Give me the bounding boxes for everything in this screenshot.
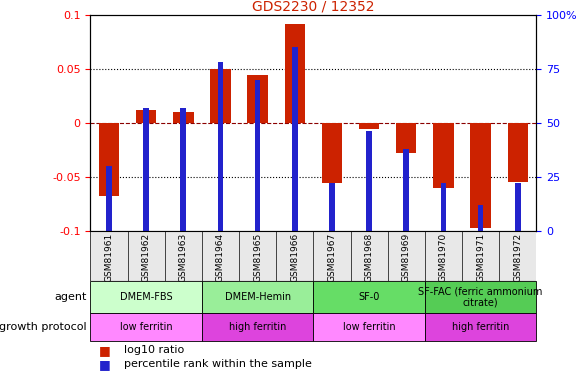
Bar xyxy=(508,123,528,182)
Bar xyxy=(285,24,305,123)
Text: high ferritin: high ferritin xyxy=(229,322,286,332)
Bar xyxy=(136,110,156,123)
Bar xyxy=(433,123,454,188)
Text: SF-FAC (ferric ammonium
citrate): SF-FAC (ferric ammonium citrate) xyxy=(419,286,543,308)
Bar xyxy=(210,69,231,123)
Text: growth protocol: growth protocol xyxy=(0,322,87,332)
Text: GSM81965: GSM81965 xyxy=(253,232,262,282)
Bar xyxy=(247,75,268,123)
Bar xyxy=(359,123,380,129)
Text: GSM81963: GSM81963 xyxy=(179,232,188,282)
Bar xyxy=(425,281,536,313)
Text: DMEM-Hemin: DMEM-Hemin xyxy=(224,292,291,302)
Bar xyxy=(90,281,202,313)
Text: GSM81972: GSM81972 xyxy=(513,232,522,282)
Bar xyxy=(181,108,186,231)
Text: ■: ■ xyxy=(99,344,111,357)
Title: GDS2230 / 12352: GDS2230 / 12352 xyxy=(252,0,375,14)
Text: low ferritin: low ferritin xyxy=(343,322,395,332)
Text: GSM81964: GSM81964 xyxy=(216,232,225,282)
Bar xyxy=(143,108,149,231)
Text: SF-0: SF-0 xyxy=(359,292,380,302)
Bar xyxy=(255,80,261,231)
Bar xyxy=(202,281,313,313)
Text: DMEM-FBS: DMEM-FBS xyxy=(120,292,173,302)
Bar xyxy=(478,205,483,231)
Text: GSM81961: GSM81961 xyxy=(104,232,114,282)
Bar xyxy=(329,183,335,231)
Bar xyxy=(173,112,194,123)
Bar xyxy=(403,149,409,231)
Bar xyxy=(106,166,112,231)
Text: GSM81967: GSM81967 xyxy=(328,232,336,282)
Text: GSM81968: GSM81968 xyxy=(364,232,374,282)
Text: log10 ratio: log10 ratio xyxy=(124,345,184,355)
Text: percentile rank within the sample: percentile rank within the sample xyxy=(124,359,312,369)
Text: ■: ■ xyxy=(99,358,111,371)
Bar xyxy=(441,183,446,231)
Text: agent: agent xyxy=(54,292,87,302)
Text: GSM81962: GSM81962 xyxy=(142,232,150,282)
Bar xyxy=(425,313,536,341)
Text: GSM81969: GSM81969 xyxy=(402,232,411,282)
Bar xyxy=(322,123,342,183)
Bar xyxy=(90,313,202,341)
Bar xyxy=(217,62,223,231)
Bar xyxy=(396,123,416,153)
Bar xyxy=(202,313,313,341)
Bar xyxy=(313,281,425,313)
Bar xyxy=(313,313,425,341)
Text: GSM81971: GSM81971 xyxy=(476,232,485,282)
Bar xyxy=(470,123,491,228)
Text: GSM81970: GSM81970 xyxy=(439,232,448,282)
Text: low ferritin: low ferritin xyxy=(120,322,173,332)
Bar xyxy=(292,47,297,231)
Bar xyxy=(366,132,372,231)
Text: high ferritin: high ferritin xyxy=(452,322,510,332)
Text: GSM81966: GSM81966 xyxy=(290,232,299,282)
Bar xyxy=(515,183,521,231)
Bar xyxy=(99,123,119,196)
